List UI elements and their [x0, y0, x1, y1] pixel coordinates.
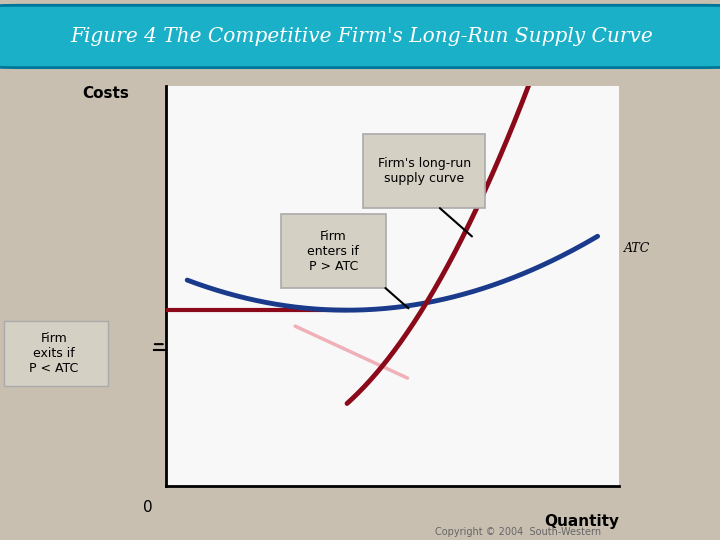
- Text: Firm
enters if
P > ATC: Firm enters if P > ATC: [307, 230, 359, 273]
- Text: Firm
exits if
P < ATC: Firm exits if P < ATC: [30, 332, 78, 375]
- Text: ATC: ATC: [624, 242, 650, 255]
- Text: Copyright © 2004  South-Western: Copyright © 2004 South-Western: [436, 527, 601, 537]
- Text: Costs: Costs: [82, 86, 130, 102]
- Text: 0: 0: [143, 501, 152, 516]
- FancyBboxPatch shape: [0, 5, 720, 68]
- Text: Quantity: Quantity: [544, 514, 619, 529]
- Text: Figure 4 The Competitive Firm's Long-Run Supply Curve: Figure 4 The Competitive Firm's Long-Run…: [71, 27, 653, 46]
- FancyBboxPatch shape: [363, 134, 485, 208]
- Text: Firm's long-run
supply curve: Firm's long-run supply curve: [377, 157, 471, 185]
- FancyBboxPatch shape: [282, 214, 386, 288]
